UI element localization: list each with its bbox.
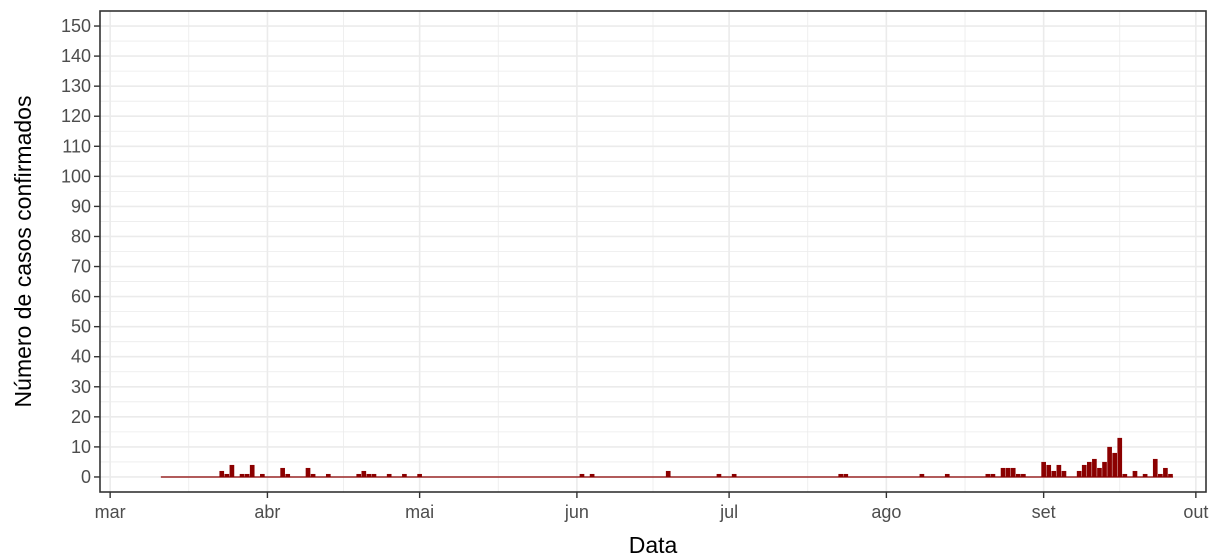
bar — [1046, 464, 1052, 477]
panel-border — [99, 10, 1207, 493]
bar — [1005, 467, 1011, 477]
bar — [402, 473, 407, 477]
y-tick-label: 40 — [71, 347, 91, 367]
y-tick-label: 150 — [61, 16, 91, 36]
bar — [1168, 473, 1173, 477]
bar — [1158, 473, 1163, 477]
y-tick-label: 50 — [71, 317, 91, 337]
y-tick-label: 80 — [71, 226, 91, 246]
bar — [219, 470, 225, 477]
bar — [1076, 470, 1082, 477]
bar — [944, 473, 950, 477]
bar — [260, 473, 265, 477]
x-tick-label: abr — [254, 502, 280, 522]
y-axis-title: Número de casos confirmados — [10, 96, 36, 408]
y-tick-label: 130 — [61, 76, 91, 96]
bar — [224, 473, 230, 477]
bar — [280, 467, 285, 477]
bar — [285, 473, 291, 477]
bar — [589, 473, 595, 477]
y-tick-label: 60 — [71, 287, 91, 307]
bar — [1097, 467, 1102, 477]
bar — [1015, 473, 1021, 477]
y-tick-label: 140 — [61, 46, 91, 66]
x-axis-title: Data — [629, 532, 678, 558]
bar — [386, 473, 392, 477]
bar — [731, 473, 737, 477]
bar — [356, 473, 362, 477]
bar — [1117, 437, 1123, 477]
y-tick-label: 110 — [62, 136, 91, 156]
bar — [417, 473, 422, 477]
y-axis: 0 10 20 30 40 50 60 70 80 90 100 110 120 130 140 150 — [61, 16, 100, 487]
bar — [665, 470, 671, 477]
bar — [579, 473, 585, 477]
bar — [1086, 461, 1092, 477]
bar — [1107, 446, 1112, 477]
bar — [366, 473, 372, 477]
x-tick-label: jun — [564, 502, 589, 522]
y-tick-label: 120 — [61, 106, 91, 126]
bar — [1041, 461, 1046, 477]
bar — [1061, 470, 1067, 477]
y-tick-label: 70 — [71, 257, 91, 277]
bars-group — [219, 437, 1173, 477]
bar — [305, 467, 311, 477]
bar — [239, 473, 245, 477]
x-tick-label: out — [1183, 502, 1208, 522]
bar — [990, 473, 996, 477]
x-tick-label: mai — [405, 502, 434, 522]
x-tick-label: ago — [871, 502, 901, 522]
bar — [1010, 467, 1016, 477]
x-tick-label: set — [1032, 502, 1056, 522]
minor-gridlines — [100, 11, 1206, 492]
bar — [1000, 467, 1006, 477]
bar — [1021, 473, 1026, 477]
x-tick-label: jul — [719, 502, 738, 522]
bar — [371, 473, 377, 477]
x-tick-label: mar — [95, 502, 126, 522]
bar — [361, 470, 367, 477]
bar — [229, 464, 235, 477]
bar — [1122, 473, 1128, 477]
bar — [1163, 467, 1168, 477]
bar — [1152, 458, 1158, 477]
bar — [1081, 464, 1087, 477]
bar — [843, 473, 849, 477]
bar — [838, 473, 844, 477]
bar — [985, 473, 991, 477]
x-axis: mar abr mai jun jul ago set out — [95, 492, 1208, 522]
bar — [1056, 464, 1062, 477]
bar — [249, 464, 255, 477]
y-tick-label: 90 — [71, 196, 91, 216]
bar — [1092, 458, 1097, 477]
bar — [919, 473, 925, 477]
bar — [244, 473, 250, 477]
y-tick-label: 30 — [71, 377, 91, 397]
y-tick-label: 10 — [71, 437, 91, 457]
bar — [1112, 452, 1118, 477]
bar — [1142, 473, 1148, 477]
y-tick-label: 100 — [61, 166, 91, 186]
bar — [310, 473, 316, 477]
major-gridlines — [100, 11, 1206, 492]
bar — [1132, 470, 1138, 477]
y-tick-label: 20 — [71, 407, 91, 427]
y-tick-label: 0 — [81, 467, 91, 487]
bar — [325, 473, 331, 477]
bar — [716, 473, 722, 477]
bar — [1051, 470, 1057, 477]
bar — [1102, 461, 1107, 477]
